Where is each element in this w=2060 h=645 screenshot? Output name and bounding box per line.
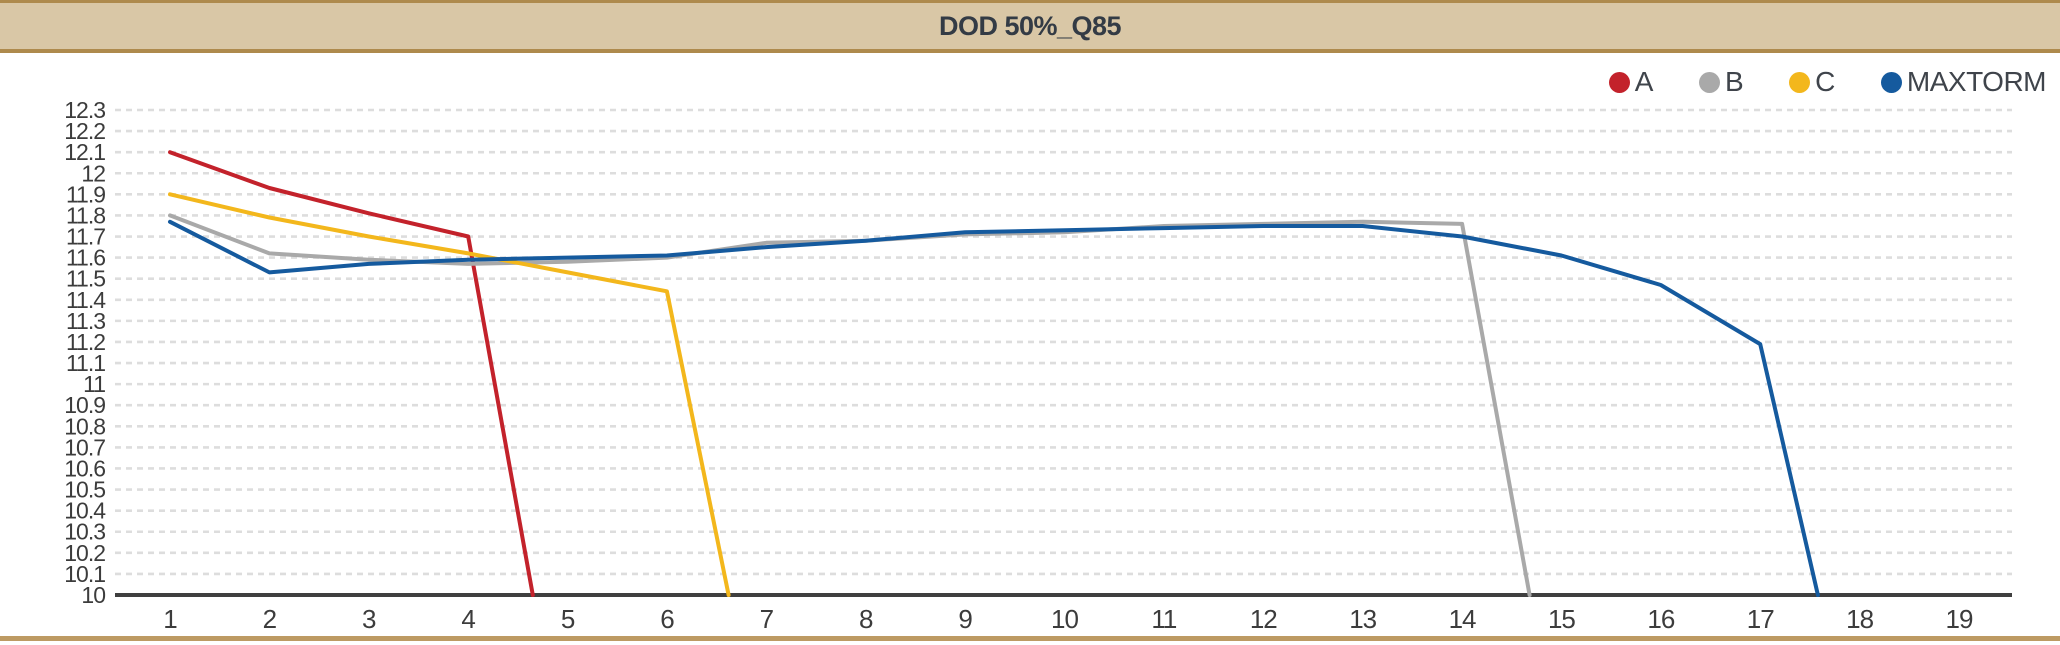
y-axis-tick-label: 10.3 [64, 519, 105, 545]
legend-dot-b [1698, 71, 1720, 93]
x-axis-tick-label: 1 [163, 604, 177, 634]
legend-dot-maxtorm [1880, 71, 1902, 93]
legend-dot-c [1789, 71, 1811, 93]
y-axis-tick-label: 10 [81, 582, 105, 608]
x-axis-tick-label: 3 [362, 604, 376, 634]
y-axis-tick-label: 11.3 [66, 308, 105, 334]
y-axis-tick-label: 11.6 [66, 245, 105, 271]
series-line-c [168, 192, 731, 597]
x-axis-tick-label: 12 [1250, 604, 1277, 634]
y-axis-tick-label: 11.5 [66, 266, 105, 292]
y-axis-tick-label: 12 [81, 160, 105, 186]
x-axis-tick-label: 19 [1946, 604, 1973, 634]
x-axis-tick-label: 6 [660, 604, 674, 634]
x-axis-tick-label: 7 [760, 604, 774, 634]
x-axis-tick-label: 4 [461, 604, 475, 634]
legend-item-b: B [1698, 66, 1744, 98]
x-axis-tick-label: 2 [263, 604, 277, 634]
y-axis-tick-label: 10.8 [64, 413, 105, 439]
y-axis-tick-label: 10.2 [64, 540, 105, 566]
y-axis-tick-label: 10.4 [64, 498, 106, 524]
x-axis-tick-label: 9 [958, 604, 972, 634]
legend-item-a: A [1608, 66, 1654, 98]
y-axis-tick-label: 12.2 [64, 118, 105, 144]
y-axis-tick-label: 12.3 [64, 97, 105, 123]
legend: A B C MAXTORM [1608, 62, 2047, 102]
legend-label-maxtorm: MAXTORM [1906, 66, 2047, 97]
x-axis-tick-label: 18 [1846, 604, 1873, 634]
y-axis-tick-label: 10.7 [64, 434, 105, 460]
legend-dot-a [1608, 71, 1630, 93]
x-axis-tick-label: 17 [1747, 604, 1774, 634]
y-axis-tick-label: 10.6 [64, 455, 105, 481]
x-axis-tick-label: 11 [1151, 604, 1177, 634]
bottom-divider [0, 636, 2060, 641]
legend-item-maxtorm: MAXTORM [1880, 66, 2047, 98]
y-axis-tick-label: 11.7 [66, 224, 105, 250]
y-axis-tick-label: 11.4 [66, 287, 106, 313]
y-axis-tick-label: 10.9 [64, 392, 105, 418]
series-line-a [168, 150, 535, 597]
x-axis-tick-label: 10 [1051, 604, 1078, 634]
y-axis-tick-label: 10.5 [64, 477, 105, 503]
y-axis-tick-label: 11.2 [66, 329, 105, 355]
y-axis-tick-label: 11.1 [66, 350, 105, 376]
legend-label-b: B [1724, 66, 1744, 97]
x-axis-tick-label: 16 [1647, 604, 1674, 634]
legend-label-c: C [1815, 66, 1835, 97]
legend-label-a: A [1634, 66, 1654, 97]
x-axis-tick-label: 8 [859, 604, 873, 634]
y-axis-tick-label: 10.1 [64, 561, 105, 587]
chart-title-bar: DOD 50%_Q85 [0, 0, 2060, 53]
x-axis-tick-label: 5 [561, 604, 575, 634]
x-axis-tick-label: 15 [1548, 604, 1575, 634]
y-axis-tick-label: 11.8 [66, 202, 105, 228]
y-axis-tick-label: 11.9 [66, 181, 105, 207]
x-axis-tick-label: 13 [1349, 604, 1376, 634]
series-line-maxtorm [168, 219, 1820, 597]
y-axis-tick-label: 12.1 [64, 139, 105, 165]
x-axis-tick-label: 14 [1449, 604, 1476, 634]
chart-title: DOD 50%_Q85 [938, 10, 1122, 41]
legend-item-c: C [1789, 66, 1835, 98]
y-axis-tick-label: 11 [83, 371, 105, 397]
